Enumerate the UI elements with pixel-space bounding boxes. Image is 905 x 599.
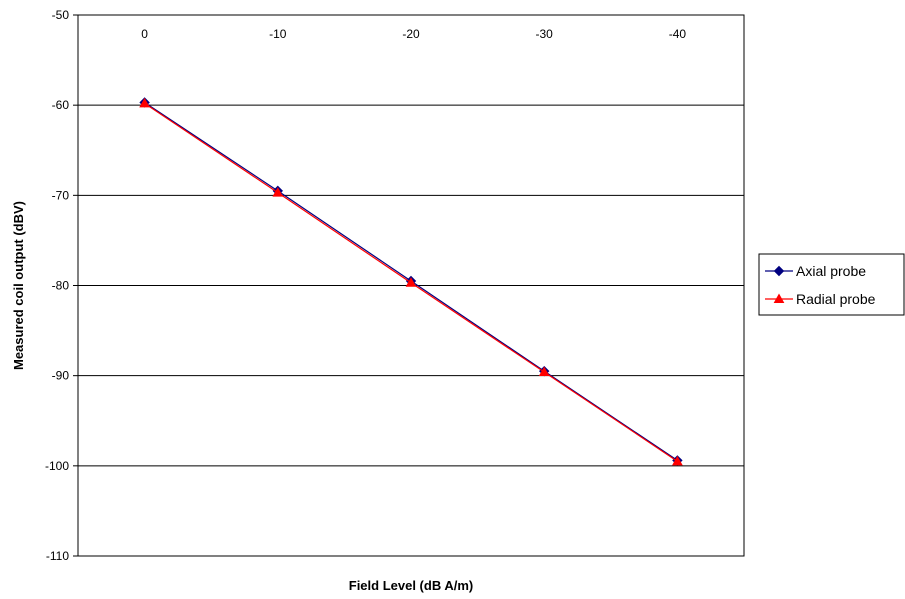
y-tick-label: -60	[52, 98, 70, 112]
y-axis-ticks: -50 -60 -70 -80 -90 -100 -110	[45, 8, 78, 563]
y-tick-label: -70	[52, 188, 70, 202]
y-tick-label: -90	[52, 369, 70, 383]
x-tick-label: -10	[269, 27, 287, 41]
legend-label: Axial probe	[796, 263, 866, 279]
legend-item: Radial probe	[765, 291, 876, 307]
legend-item: Axial probe	[765, 263, 866, 279]
y-axis-title: Measured coil output (dBV)	[11, 201, 26, 370]
data-point-triangle	[672, 455, 683, 466]
x-tick-label: 0	[141, 27, 148, 41]
legend-box	[758, 253, 905, 316]
legend: Axial probe Radial probe	[758, 253, 905, 316]
y-tick-label: -110	[46, 549, 69, 563]
data-point-triangle	[272, 187, 284, 197]
data-point-triangle	[538, 366, 550, 377]
x-tick-label: -30	[536, 27, 554, 41]
data-point-triangle	[405, 277, 417, 287]
y-tick-label: -100	[45, 459, 69, 473]
x-tick-label: -20	[402, 27, 420, 41]
x-axis-ticks: 0 -10 -20 -30 -40	[141, 27, 686, 41]
x-tick-label: -40	[669, 27, 687, 41]
data-point-triangle	[139, 97, 150, 108]
y-tick-label: -80	[52, 279, 70, 293]
data-point-diamond	[773, 265, 785, 277]
legend-label: Radial probe	[796, 291, 876, 307]
y-tick-label: -50	[52, 8, 70, 22]
series-layer	[139, 97, 683, 466]
x-axis-title: Field Level (dB A/m)	[349, 578, 473, 593]
data-point-triangle	[773, 293, 785, 303]
series-radial-probe	[139, 97, 683, 466]
